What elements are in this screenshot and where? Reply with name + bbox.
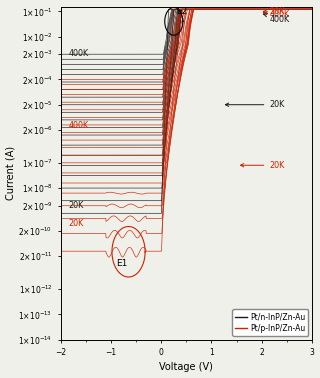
Text: 400K: 400K — [264, 14, 289, 24]
Text: 20K: 20K — [240, 161, 284, 170]
Legend: Pt/n-InP/Zn-Au, Pt/p-InP/Zn-Au: Pt/n-InP/Zn-Au, Pt/p-InP/Zn-Au — [232, 309, 308, 336]
Y-axis label: Current (A): Current (A) — [5, 146, 16, 200]
Text: 400K: 400K — [68, 49, 88, 58]
Text: 400K: 400K — [264, 11, 289, 19]
Text: 400K: 400K — [68, 121, 88, 130]
X-axis label: Voltage (V): Voltage (V) — [159, 363, 213, 372]
Text: 20K: 20K — [68, 201, 84, 210]
Text: 20K: 20K — [68, 219, 84, 228]
Text: E1: E1 — [116, 259, 127, 268]
Text: E2: E2 — [176, 8, 188, 17]
Text: 20K: 20K — [225, 100, 284, 109]
Text: 20K: 20K — [263, 7, 284, 16]
